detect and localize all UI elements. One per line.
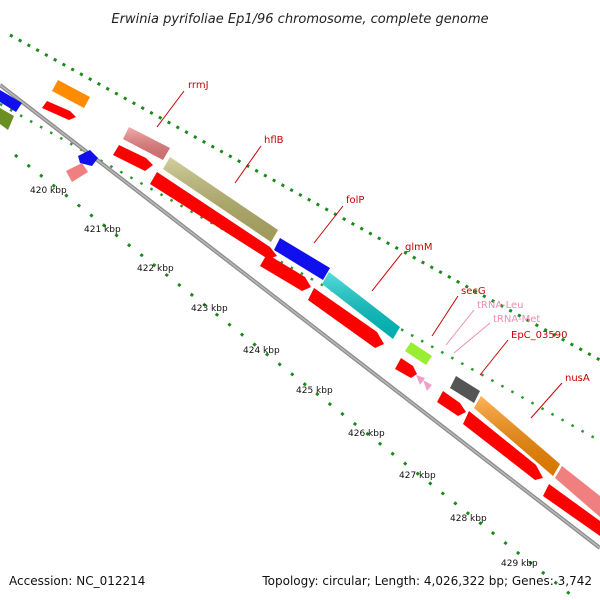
cds-arrow — [437, 391, 466, 416]
tick-label: 428 kbp — [450, 514, 487, 524]
gene-label-hflB: hflB — [264, 135, 284, 146]
gene-labels: rrmJ hflB folP glmM secG tRNA-Leu tRNA-M… — [188, 80, 590, 384]
feature-secG — [405, 342, 432, 365]
feature-folP — [274, 238, 330, 280]
tick-label: 427 kbp — [399, 471, 436, 481]
tick-label: 426 kbp — [348, 429, 385, 439]
cds-arrow — [308, 288, 384, 348]
feature-blue-small — [78, 150, 98, 166]
cds-arrow — [260, 254, 311, 291]
cds-arrow — [543, 484, 600, 536]
gene-label-secG: secG — [461, 286, 486, 297]
tick-label: 421 kbp — [84, 225, 121, 235]
tick-label: 422 kbp — [137, 264, 174, 274]
label-leaders — [156, 90, 563, 419]
tick-label: 429 kbp — [501, 559, 538, 569]
tick-label: 423 kbp — [191, 304, 228, 314]
cds-arrow — [395, 358, 417, 378]
map-title: Erwinia pyrifoliae Ep1/96 chromosome, co… — [111, 12, 488, 27]
cds-arrow — [150, 172, 277, 259]
tick-label: 425 kbp — [296, 386, 333, 396]
gc-track — [0, 33, 600, 600]
cds-track — [42, 101, 600, 536]
gene-label-folP: folP — [346, 195, 364, 206]
feature-orange — [52, 80, 90, 108]
cds-arrow — [113, 145, 153, 171]
gene-label-epc03590: EpC_03590 — [511, 330, 567, 341]
cds-arrow — [463, 411, 543, 480]
trna-markers — [416, 375, 432, 391]
gene-label-trna-met: tRNA-Met — [493, 314, 540, 325]
tick-label: 424 kbp — [243, 346, 280, 356]
gene-label-trna-leu: tRNA-Leu — [477, 300, 523, 311]
gene-label-rrmJ: rrmJ — [188, 80, 209, 91]
topology-text: Topology: circular; Length: 4,026,322 bp… — [261, 574, 592, 588]
accession-text: Accession: NC_012214 — [9, 574, 145, 588]
gene-label-nusA: nusA — [565, 373, 590, 384]
trna-leu-marker — [416, 375, 425, 385]
feature-epc03590 — [450, 376, 480, 403]
outer-features — [0, 80, 600, 517]
backbone — [0, 83, 600, 550]
feature-olive-left — [0, 108, 14, 130]
feature-pink-small — [66, 163, 88, 182]
tick-labels: 420 kbp 421 kbp 422 kbp 423 kbp 424 kbp … — [30, 186, 538, 569]
cds-arrow — [42, 101, 76, 120]
tick-label: 420 kbp — [30, 186, 67, 196]
inner-small-features — [66, 150, 98, 182]
feature-pink-right — [555, 466, 600, 517]
trna-met-marker — [423, 380, 432, 391]
feature-blue-left — [0, 90, 22, 112]
gene-label-glmM: glmM — [405, 242, 433, 253]
